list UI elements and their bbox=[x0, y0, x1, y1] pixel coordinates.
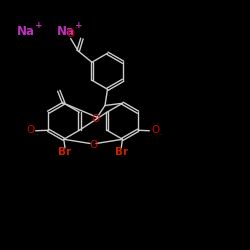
Text: O: O bbox=[26, 125, 35, 135]
Text: O: O bbox=[89, 140, 97, 150]
Text: Br: Br bbox=[115, 147, 128, 157]
Text: +: + bbox=[75, 20, 82, 30]
Text: +: + bbox=[35, 20, 42, 30]
Text: Na: Na bbox=[17, 25, 35, 38]
Text: O: O bbox=[152, 125, 160, 135]
Text: Br: Br bbox=[58, 147, 71, 157]
Text: Na: Na bbox=[57, 25, 75, 38]
Text: O: O bbox=[66, 29, 75, 39]
Text: ⁻: ⁻ bbox=[158, 132, 162, 140]
Text: ⁻: ⁻ bbox=[33, 132, 37, 140]
Text: O: O bbox=[91, 114, 99, 124]
Text: ⁻: ⁻ bbox=[74, 25, 78, 34]
